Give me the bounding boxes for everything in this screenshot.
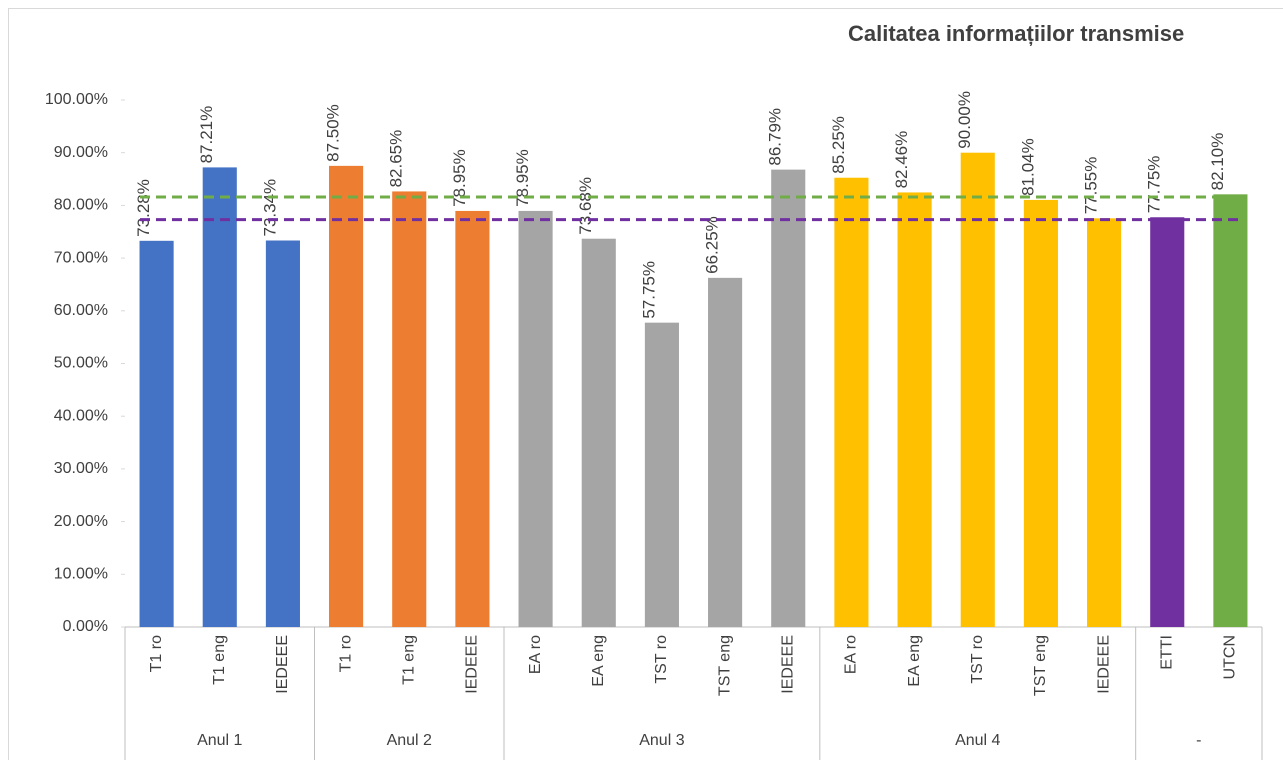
bar (771, 169, 806, 627)
bar (1087, 218, 1122, 627)
value-label: 87.21% (197, 106, 216, 164)
value-label: 73.34% (260, 179, 279, 237)
bar (960, 152, 995, 627)
group-label: - (1196, 732, 1201, 749)
value-label: 87.50% (324, 104, 343, 162)
y-tick-label: 30.00% (54, 460, 108, 477)
value-label: 66.25% (703, 216, 722, 274)
group-label: Anul 2 (387, 732, 432, 749)
bar (265, 240, 300, 627)
x-tick-label: UTCN (1222, 635, 1239, 679)
y-tick-label: 20.00% (54, 513, 108, 530)
y-tick-label: 40.00% (54, 407, 108, 424)
x-tick-label: IEDEEE (779, 635, 796, 694)
group-label: Anul 3 (639, 732, 684, 749)
x-tick-label: T1 eng (400, 635, 417, 685)
x-tick-label: ETTI (1158, 635, 1175, 670)
bar (1023, 199, 1058, 628)
bar (644, 322, 679, 627)
x-tick-label: EA ro (843, 635, 860, 674)
value-label: 86.79% (766, 108, 785, 166)
x-tick-label: TST ro (653, 635, 670, 684)
bar (834, 177, 869, 628)
y-tick-label: 0.00% (63, 618, 108, 635)
x-tick-label: TST eng (1032, 635, 1049, 696)
value-label: 82.46% (892, 131, 911, 189)
x-tick-label: TST eng (716, 635, 733, 696)
bar (581, 238, 616, 627)
value-label: 73.68% (576, 177, 595, 235)
x-tick-label: TST ro (969, 635, 986, 684)
bar (708, 277, 743, 627)
x-tick-label: EA eng (590, 635, 607, 687)
group-label: Anul 4 (955, 732, 1000, 749)
bar (455, 210, 490, 627)
bar (329, 165, 364, 627)
x-tick-label: IEDEEE (274, 635, 291, 694)
value-label: 77.55% (1082, 157, 1101, 215)
x-tick-label: EA eng (906, 635, 923, 687)
bar (1213, 194, 1248, 627)
value-label: 77.75% (1145, 156, 1164, 214)
x-tick-label: IEDEEE (464, 635, 481, 694)
value-label: 57.75% (639, 261, 658, 319)
y-tick-label: 60.00% (54, 302, 108, 319)
bar (392, 191, 427, 627)
bar (897, 192, 932, 628)
value-label: 78.95% (513, 149, 532, 207)
x-tick-label: T1 eng (211, 635, 228, 685)
y-tick-label: 100.00% (45, 91, 108, 108)
value-label: 78.95% (450, 149, 469, 207)
x-tick-label: IEDEEE (1095, 635, 1112, 694)
value-label: 85.25% (829, 116, 848, 174)
value-label: 82.10% (1208, 133, 1227, 191)
value-label: 90.00% (955, 91, 974, 149)
x-tick-label: T1 ro (337, 635, 354, 672)
y-tick-label: 90.00% (54, 144, 108, 161)
y-tick-label: 10.00% (54, 566, 108, 583)
group-label: Anul 1 (197, 732, 242, 749)
x-tick-label: EA ro (527, 635, 544, 674)
y-tick-label: 80.00% (54, 197, 108, 214)
y-tick-label: 50.00% (54, 355, 108, 372)
chart-title: Calitatea informațiilor transmise (848, 21, 1184, 46)
value-label: 81.04% (1018, 138, 1037, 196)
bar (139, 240, 174, 628)
bar (1150, 217, 1185, 627)
bar (202, 167, 237, 627)
y-tick-label: 70.00% (54, 249, 108, 266)
value-label: 82.65% (387, 130, 406, 188)
value-label: 73.28% (134, 179, 153, 237)
bar (518, 210, 553, 627)
x-tick-label: T1 ro (148, 635, 165, 672)
